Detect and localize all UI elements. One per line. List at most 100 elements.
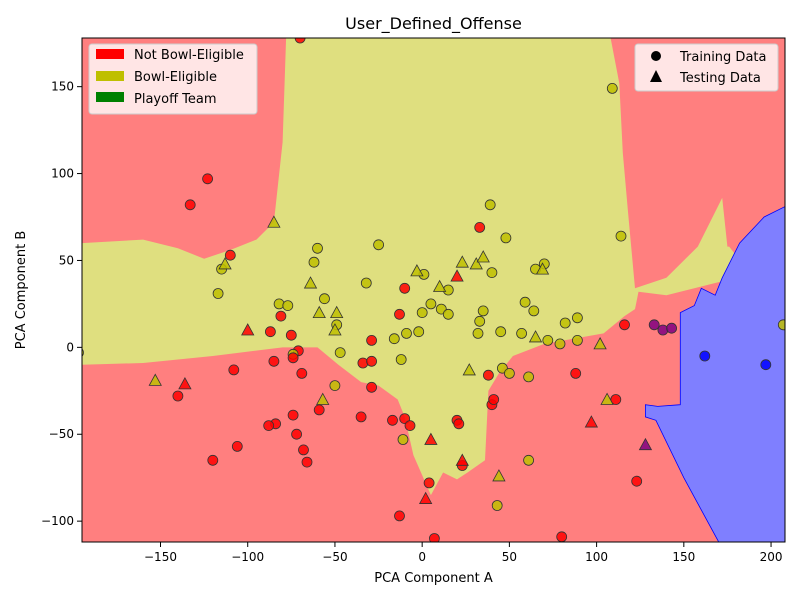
legend-markers-frame <box>634 43 779 92</box>
training-point-not-bowl <box>357 357 369 369</box>
training-point-bowl <box>484 199 496 211</box>
y-axis-ticks: −100 −50 0 50 100 150 <box>41 80 82 528</box>
training-point-bowl <box>486 267 498 279</box>
y-tick-label: 50 <box>59 253 74 267</box>
legend-swatch-playoff-team <box>96 92 124 102</box>
training-point-not-bowl <box>556 531 568 542</box>
training-point-bowl <box>615 230 627 242</box>
training-point-bowl <box>523 454 534 466</box>
training-point-not-bowl <box>648 319 660 331</box>
plot-area <box>82 38 785 542</box>
training-point-not-bowl <box>313 404 325 416</box>
training-point-not-bowl <box>399 282 411 294</box>
training-point-not-bowl <box>301 456 313 468</box>
training-point-not-bowl <box>184 199 196 211</box>
training-point-bowl <box>572 312 583 324</box>
training-point-not-bowl <box>172 390 184 402</box>
training-point-bowl <box>519 296 531 308</box>
x-tick-label: −150 <box>144 550 177 564</box>
legend-classes: Not Bowl-Eligible Bowl-Eligible Playoff … <box>88 43 258 115</box>
training-point-bowl <box>495 326 507 338</box>
training-point-not-bowl <box>268 355 280 367</box>
training-point-not-bowl <box>482 369 494 381</box>
training-point-bowl <box>395 354 407 365</box>
training-point-bowl <box>606 83 618 94</box>
training-point-bowl <box>777 319 785 331</box>
y-tick-label: −100 <box>41 514 74 528</box>
training-point-not-bowl <box>355 411 367 423</box>
testing-point-bowl <box>328 323 342 336</box>
x-tick-label: 0 <box>418 550 426 564</box>
legend-label-bowl-eligible: Bowl-Eligible <box>134 70 217 85</box>
training-point-not-bowl <box>394 510 405 522</box>
training-point-not-bowl <box>296 367 308 379</box>
training-point-bowl <box>360 277 372 289</box>
training-point-bowl <box>477 305 489 317</box>
training-point-bowl <box>334 347 346 359</box>
training-point-not-bowl <box>294 38 306 44</box>
training-point-bowl <box>516 327 527 339</box>
training-point-bowl <box>491 500 503 511</box>
plot-frame <box>81 37 786 543</box>
training-point-bowl <box>319 293 330 305</box>
y-axis-label: PCA Component B <box>14 231 29 349</box>
testing-point-bowl <box>303 276 318 289</box>
training-point-bowl <box>425 298 437 310</box>
x-axis-ticks: −150 −100 −50 0 50 100 150 200 <box>144 542 782 564</box>
x-tick-label: −100 <box>231 550 264 564</box>
x-tick-label: −50 <box>322 550 347 564</box>
training-point-not-bowl <box>224 249 236 261</box>
testing-point-bowl <box>528 330 543 343</box>
training-point-bowl <box>397 434 409 445</box>
testing-point-not-bowl <box>450 269 464 282</box>
testing-point-bowl <box>492 469 506 482</box>
testing-point-bowl <box>312 305 326 318</box>
legend-classes-frame <box>88 43 258 115</box>
testing-point-bowl <box>316 392 330 405</box>
training-point-bowl <box>528 305 540 317</box>
legend-markers: Training Data Testing Data <box>634 43 779 92</box>
training-point-bowl <box>312 242 323 254</box>
training-point-not-bowl <box>202 173 214 185</box>
legend-swatch-bowl-eligible <box>96 71 124 81</box>
training-point-not-bowl <box>429 533 440 542</box>
x-tick-label: 200 <box>760 550 783 564</box>
testing-point-bowl <box>462 363 476 376</box>
training-point-bowl <box>474 315 486 327</box>
legend-triangle-marker <box>650 70 662 82</box>
training-point-bowl <box>416 307 428 319</box>
legend-label-training-data: Training Data <box>679 50 766 65</box>
testing-point-not-bowl <box>178 377 192 390</box>
training-point-bowl <box>282 300 294 312</box>
training-point-not-bowl <box>228 364 240 376</box>
training-point-not-bowl <box>387 414 398 426</box>
testing-point-bowl <box>148 373 162 386</box>
testing-point-bowl <box>455 255 469 268</box>
testing-point-not-bowl <box>418 491 433 504</box>
training-point-bowl <box>572 334 583 346</box>
testing-point-not-bowl <box>455 453 469 466</box>
testing-point-bowl <box>410 264 424 277</box>
training-point-not-bowl <box>631 475 643 487</box>
y-tick-label: 150 <box>51 80 74 94</box>
training-point-not-bowl <box>275 310 287 322</box>
legend-label-testing-data: Testing Data <box>679 71 761 86</box>
region-playoff-team <box>645 206 785 542</box>
y-tick-label: 100 <box>51 167 74 181</box>
training-point-bowl <box>542 334 554 346</box>
training-point-not-bowl <box>298 444 309 456</box>
training-point-bowl <box>559 317 571 329</box>
testing-point-bowl <box>432 279 447 292</box>
chart-title: User_Defined_Offense <box>345 14 522 34</box>
training-point-not-bowl <box>207 454 219 466</box>
training-point-not-bowl <box>287 409 299 421</box>
testing-point-not-bowl <box>241 323 255 336</box>
legend-label-playoff-team: Playoff Team <box>134 92 217 107</box>
testing-point-bowl <box>476 250 490 263</box>
training-point-bowl <box>442 308 454 320</box>
training-point-bowl <box>503 367 515 379</box>
testing-point-bowl <box>267 215 281 228</box>
training-point-not-bowl <box>657 324 669 336</box>
legend-circle-marker <box>651 51 661 61</box>
testing-point-bowl <box>593 337 607 350</box>
